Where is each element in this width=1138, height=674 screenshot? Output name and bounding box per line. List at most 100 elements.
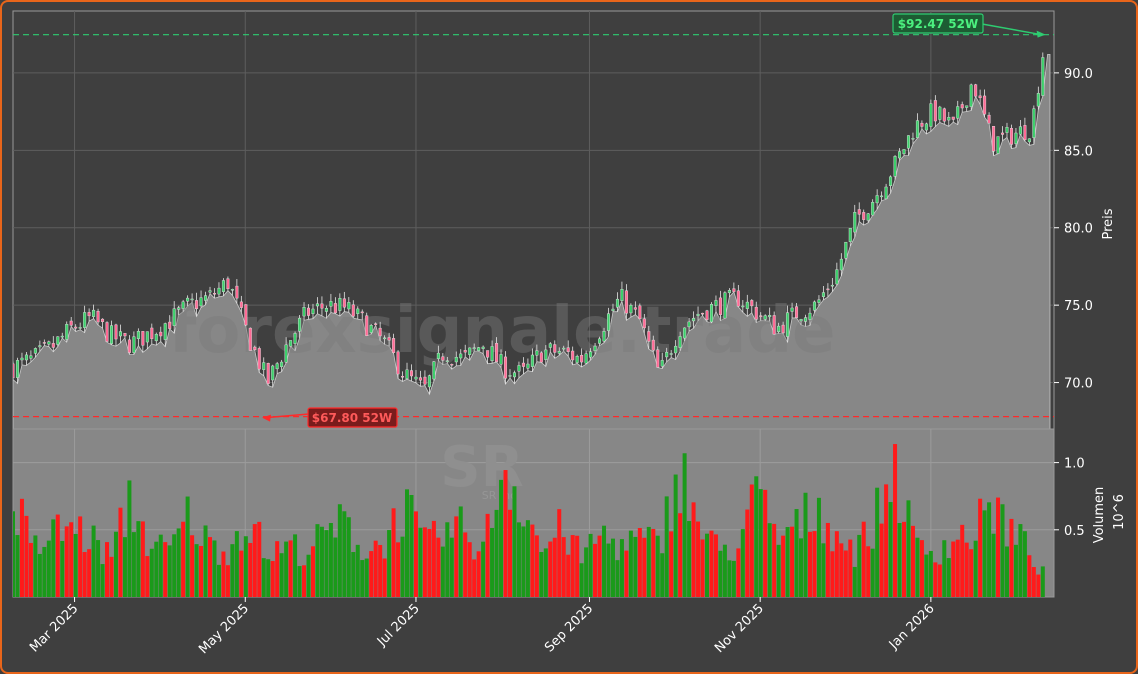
candle-down bbox=[248, 327, 252, 351]
candle-down bbox=[450, 364, 454, 366]
candle-up bbox=[110, 325, 114, 344]
candle-down bbox=[553, 344, 557, 353]
candle-up bbox=[315, 303, 319, 307]
candle-up bbox=[848, 228, 852, 242]
volume-bar-up bbox=[194, 544, 199, 597]
candle-up bbox=[369, 325, 373, 333]
candle-down bbox=[392, 338, 396, 353]
volume-bar-up bbox=[405, 489, 410, 597]
candle-up bbox=[1014, 132, 1018, 144]
volume-bar-up bbox=[319, 526, 324, 597]
volume-bar-up bbox=[1000, 504, 1005, 597]
candle-up bbox=[683, 327, 687, 339]
volume-bar-up bbox=[924, 554, 929, 597]
volume-bar-down bbox=[28, 542, 33, 597]
volume-bar-down bbox=[709, 530, 714, 597]
candle-down bbox=[365, 315, 369, 336]
candle-up bbox=[866, 213, 870, 221]
date-axis: Mar 2025 May 2025 Jul 2025 Sep 2025 Nov 2025… bbox=[27, 597, 938, 657]
volume-bar-up bbox=[342, 511, 347, 597]
candle-down bbox=[226, 278, 230, 290]
candle-up bbox=[817, 299, 821, 303]
candle-down bbox=[239, 301, 243, 308]
candle-up bbox=[436, 352, 440, 359]
volume-bar-up bbox=[888, 502, 893, 597]
volume-bar-up bbox=[172, 534, 177, 597]
candle-up bbox=[512, 372, 516, 378]
candle-down bbox=[378, 327, 382, 337]
volume-bar-up bbox=[324, 530, 329, 597]
candle-up bbox=[517, 365, 521, 372]
volume-bar-down bbox=[700, 539, 705, 597]
candle-down bbox=[705, 310, 709, 320]
candle-up bbox=[969, 84, 973, 107]
candle-up bbox=[902, 149, 906, 155]
candle-down bbox=[736, 290, 740, 307]
volume-bar-down bbox=[1009, 518, 1014, 597]
volume-bar-down bbox=[561, 537, 566, 597]
volume-bar-down bbox=[1031, 567, 1036, 597]
volume-bar-up bbox=[440, 546, 445, 597]
volume-bar-up bbox=[687, 521, 692, 597]
candle-up bbox=[47, 341, 51, 345]
volume-bar-down bbox=[382, 558, 387, 597]
volume-bar-down bbox=[996, 497, 1001, 597]
price-axis: 70.0 75.0 80.0 85.0 90.0 bbox=[1054, 67, 1093, 392]
low-52w-arrow bbox=[265, 413, 310, 419]
volume-bar-up bbox=[216, 564, 221, 597]
volume-bar-up bbox=[400, 536, 405, 597]
volume-bar-down bbox=[463, 532, 468, 597]
volume-bar-up bbox=[740, 529, 745, 597]
volume-bar-up bbox=[409, 494, 414, 597]
candle-down bbox=[920, 122, 924, 127]
candle-up bbox=[271, 365, 275, 381]
volume-bar-down bbox=[275, 541, 280, 597]
volume-bar-down bbox=[669, 531, 674, 597]
volume-bar-up bbox=[346, 517, 351, 597]
volume-bar-down bbox=[772, 523, 777, 597]
volume-bar-up bbox=[606, 543, 611, 597]
candle-up bbox=[898, 151, 902, 159]
candle-up bbox=[947, 117, 951, 121]
volume-bar-up bbox=[418, 527, 423, 597]
candle-up bbox=[329, 301, 333, 307]
volume-bar-up bbox=[602, 525, 607, 597]
volume-series bbox=[13, 444, 1045, 597]
candle-up bbox=[526, 363, 530, 369]
high-52w-arrowhead bbox=[1036, 30, 1046, 38]
volume-bar-down bbox=[575, 535, 580, 597]
volume-bar-up bbox=[816, 497, 821, 597]
volume-bar-down bbox=[181, 521, 186, 597]
volume-bar-up bbox=[915, 537, 920, 597]
candle-up bbox=[938, 106, 942, 120]
candle-down bbox=[1023, 125, 1027, 140]
candle-down bbox=[580, 355, 584, 363]
candle-down bbox=[521, 362, 525, 367]
volume-bar-down bbox=[884, 484, 889, 597]
candle-down bbox=[463, 350, 467, 353]
candle-down bbox=[718, 297, 722, 315]
candle-up bbox=[163, 323, 167, 340]
candle-down bbox=[781, 324, 785, 334]
candle-up bbox=[481, 346, 485, 349]
volume-bar-up bbox=[364, 558, 369, 597]
candle-down bbox=[504, 356, 508, 379]
candle-down bbox=[942, 108, 946, 122]
candle-up bbox=[132, 336, 136, 353]
candle-up bbox=[118, 331, 122, 337]
candle-down bbox=[159, 331, 163, 337]
candle-up bbox=[56, 336, 60, 345]
candle-down bbox=[992, 126, 996, 152]
volume-bar-down bbox=[534, 535, 539, 597]
candle-down bbox=[633, 307, 637, 310]
candle-up bbox=[669, 353, 673, 355]
candle-up bbox=[871, 202, 875, 216]
candle-up bbox=[839, 258, 843, 271]
volume-bar-down bbox=[713, 534, 718, 597]
volume-bar-up bbox=[785, 527, 790, 597]
volume-bar-down bbox=[624, 550, 629, 597]
volume-bar-up bbox=[96, 540, 101, 597]
volume-bar-up bbox=[767, 523, 772, 597]
volume-bar-up bbox=[615, 560, 620, 597]
date-tick-label: Mar 2025 bbox=[27, 601, 81, 655]
